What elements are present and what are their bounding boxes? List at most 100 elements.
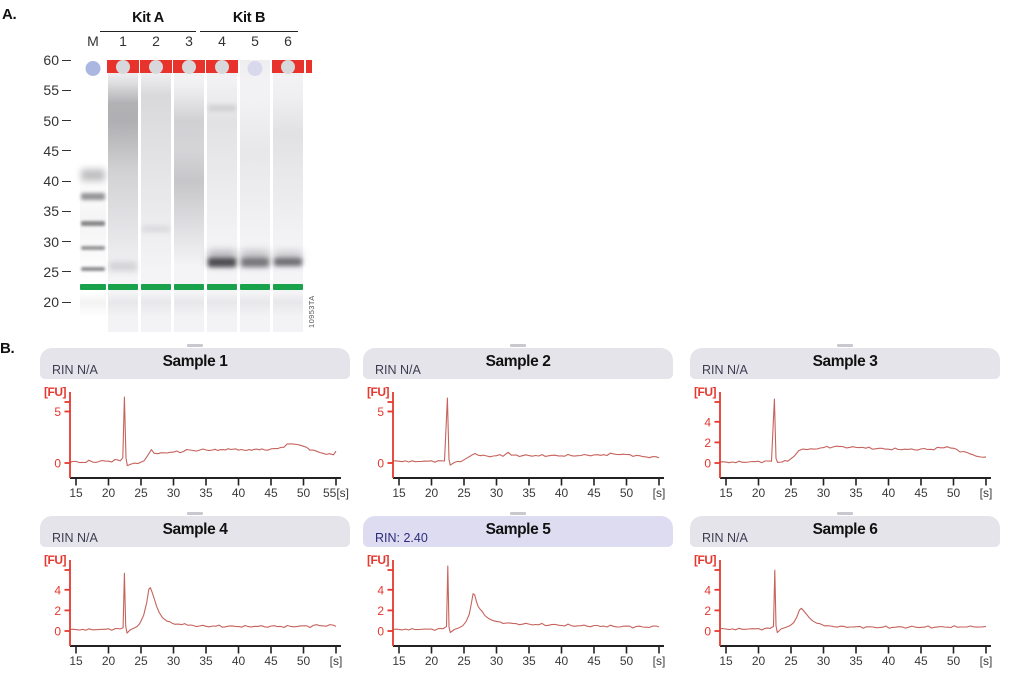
x-tick-label: 45 bbox=[914, 654, 928, 668]
x-tick-label: 20 bbox=[752, 486, 766, 500]
x-tick-label: 25 bbox=[784, 486, 798, 500]
chart-header: RIN N/A Sample 3 bbox=[690, 344, 1000, 379]
y-axis-unit-label: [FU] bbox=[694, 553, 716, 567]
mw-tick: 60 bbox=[24, 52, 71, 68]
header-notch bbox=[837, 344, 853, 347]
mw-tick-label: 55 bbox=[43, 82, 59, 99]
x-tick-label: 45 bbox=[587, 654, 601, 668]
x-tick-label: 15 bbox=[719, 654, 733, 668]
lane-label-4: 4 bbox=[218, 33, 226, 49]
chart-header: RIN: 2.40 Sample 5 bbox=[363, 512, 673, 547]
rin-label: RIN N/A bbox=[702, 531, 748, 545]
mw-tick: 55 bbox=[24, 82, 71, 98]
mw-tick: 50 bbox=[24, 113, 71, 129]
y-axis-unit-label: [FU] bbox=[367, 385, 389, 399]
gel-smear bbox=[240, 292, 270, 318]
mw-tick-dash bbox=[62, 59, 71, 61]
x-tick-label: 20 bbox=[425, 486, 439, 500]
y-tick-label: 0 bbox=[54, 625, 61, 639]
chart-axes: 15 20 25 30 35 40 45 50 [s] 0 2 4 [FU] bbox=[44, 553, 342, 668]
gel-smear bbox=[240, 78, 270, 248]
rin-label: RIN N/A bbox=[52, 363, 98, 377]
chart-header: RIN N/A Sample 1 bbox=[40, 344, 350, 379]
gel-smear bbox=[174, 292, 204, 318]
gel-lane-1 bbox=[107, 60, 139, 332]
gel-band bbox=[81, 245, 105, 250]
x-tick-label: 45 bbox=[914, 486, 928, 500]
lane-label-6: 6 bbox=[284, 33, 292, 49]
chart-axes: 15 20 25 30 35 40 45 50 [s] 0 2 4 [FU] bbox=[694, 553, 992, 668]
x-tick-label: 35 bbox=[522, 654, 536, 668]
x-tick-label: 35 bbox=[849, 486, 863, 500]
x-tick-label: 50 bbox=[297, 486, 311, 500]
electropherogram-chart: 15 20 25 30 35 40 45 50 [s] 0 2 4 [FU] bbox=[694, 385, 992, 500]
x-tick-label: 50 bbox=[620, 486, 634, 500]
x-tick-label: 20 bbox=[752, 654, 766, 668]
chart-axes: 15 20 25 30 35 40 45 50 [s] 0 5 [FU] bbox=[367, 385, 665, 500]
mw-tick-label: 60 bbox=[43, 52, 59, 68]
panel-a-label: A. bbox=[2, 6, 17, 23]
gel-band bbox=[142, 226, 170, 233]
y-axis-unit-label: [FU] bbox=[367, 553, 389, 567]
mw-tick-dash bbox=[62, 120, 71, 121]
electropherogram-cell-sample-6: RIN N/A Sample 6 15 20 25 30 35 40 45 50 [s] 0 2 4 [… bbox=[690, 512, 1000, 678]
well-dot-icon bbox=[281, 60, 295, 74]
x-tick-label: 30 bbox=[490, 654, 504, 668]
gel-lane-2 bbox=[140, 60, 172, 332]
header-notch bbox=[510, 344, 526, 347]
electropherogram-chart: 15 20 25 30 35 40 45 50 55[s] 0 5 [FU] bbox=[44, 385, 349, 500]
gel-smear bbox=[108, 72, 138, 278]
y-tick-label: 0 bbox=[377, 457, 384, 471]
x-tick-label: [s] bbox=[653, 486, 666, 500]
y-tick-label: 0 bbox=[704, 457, 711, 471]
x-tick-label: 25 bbox=[457, 654, 471, 668]
gel-lane-4 bbox=[206, 60, 238, 332]
x-tick-label: 15 bbox=[69, 486, 83, 500]
well-dot-icon bbox=[116, 60, 130, 74]
mw-tick-label: 20 bbox=[43, 294, 59, 310]
y-axis-unit-label: [FU] bbox=[694, 385, 716, 399]
gel-band bbox=[81, 266, 105, 271]
gel-band bbox=[241, 257, 269, 267]
chart-title: Sample 6 bbox=[812, 521, 878, 538]
gel-lane-5 bbox=[240, 60, 270, 332]
mw-tick-dash bbox=[62, 301, 71, 303]
mw-tick-label: 40 bbox=[43, 173, 59, 189]
mw-tick-label: 35 bbox=[43, 203, 59, 220]
x-tick-label: 15 bbox=[392, 486, 406, 500]
x-tick-label: 50 bbox=[620, 654, 634, 668]
figure-watermark: 10953TA bbox=[307, 295, 316, 328]
x-tick-label: 25 bbox=[457, 486, 471, 500]
rin-label: RIN N/A bbox=[375, 363, 421, 377]
y-tick-label: 5 bbox=[377, 405, 384, 419]
y-tick-label: 2 bbox=[704, 604, 711, 618]
chart-header: RIN N/A Sample 2 bbox=[363, 344, 673, 379]
gel-smear bbox=[174, 78, 204, 266]
y-tick-label: 4 bbox=[704, 583, 711, 597]
chart-header: RIN N/A Sample 6 bbox=[690, 512, 1000, 547]
mw-tick-label: 25 bbox=[43, 263, 59, 280]
gel-smear bbox=[273, 78, 303, 248]
gel-smear bbox=[80, 292, 106, 318]
mw-tick-label: 50 bbox=[43, 112, 59, 129]
chart-title: Sample 2 bbox=[485, 353, 551, 370]
x-tick-label: 20 bbox=[102, 486, 116, 500]
gel-band bbox=[208, 257, 236, 267]
gel-band bbox=[81, 220, 105, 226]
x-tick-label: 40 bbox=[882, 486, 896, 500]
x-tick-label: 35 bbox=[199, 654, 213, 668]
x-tick-label: 25 bbox=[134, 654, 148, 668]
panel-b-label: B. bbox=[0, 340, 15, 357]
trace-sample bbox=[393, 397, 660, 466]
electropherogram-cell-sample-2: RIN N/A Sample 2 15 20 25 30 35 40 45 50 [s] 0 5 [F… bbox=[363, 344, 673, 510]
lower-marker-band bbox=[174, 283, 204, 290]
gel-lane-6 bbox=[272, 60, 304, 332]
mw-tick-dash bbox=[62, 180, 71, 182]
mw-tick: 35 bbox=[24, 203, 71, 219]
kit-b-group-header: Kit B bbox=[200, 10, 298, 32]
x-tick-label: 45 bbox=[264, 486, 278, 500]
mw-tick: 45 bbox=[24, 143, 71, 159]
lower-marker-band bbox=[80, 283, 106, 290]
x-tick-label: 15 bbox=[392, 654, 406, 668]
x-tick-label: 30 bbox=[490, 486, 504, 500]
